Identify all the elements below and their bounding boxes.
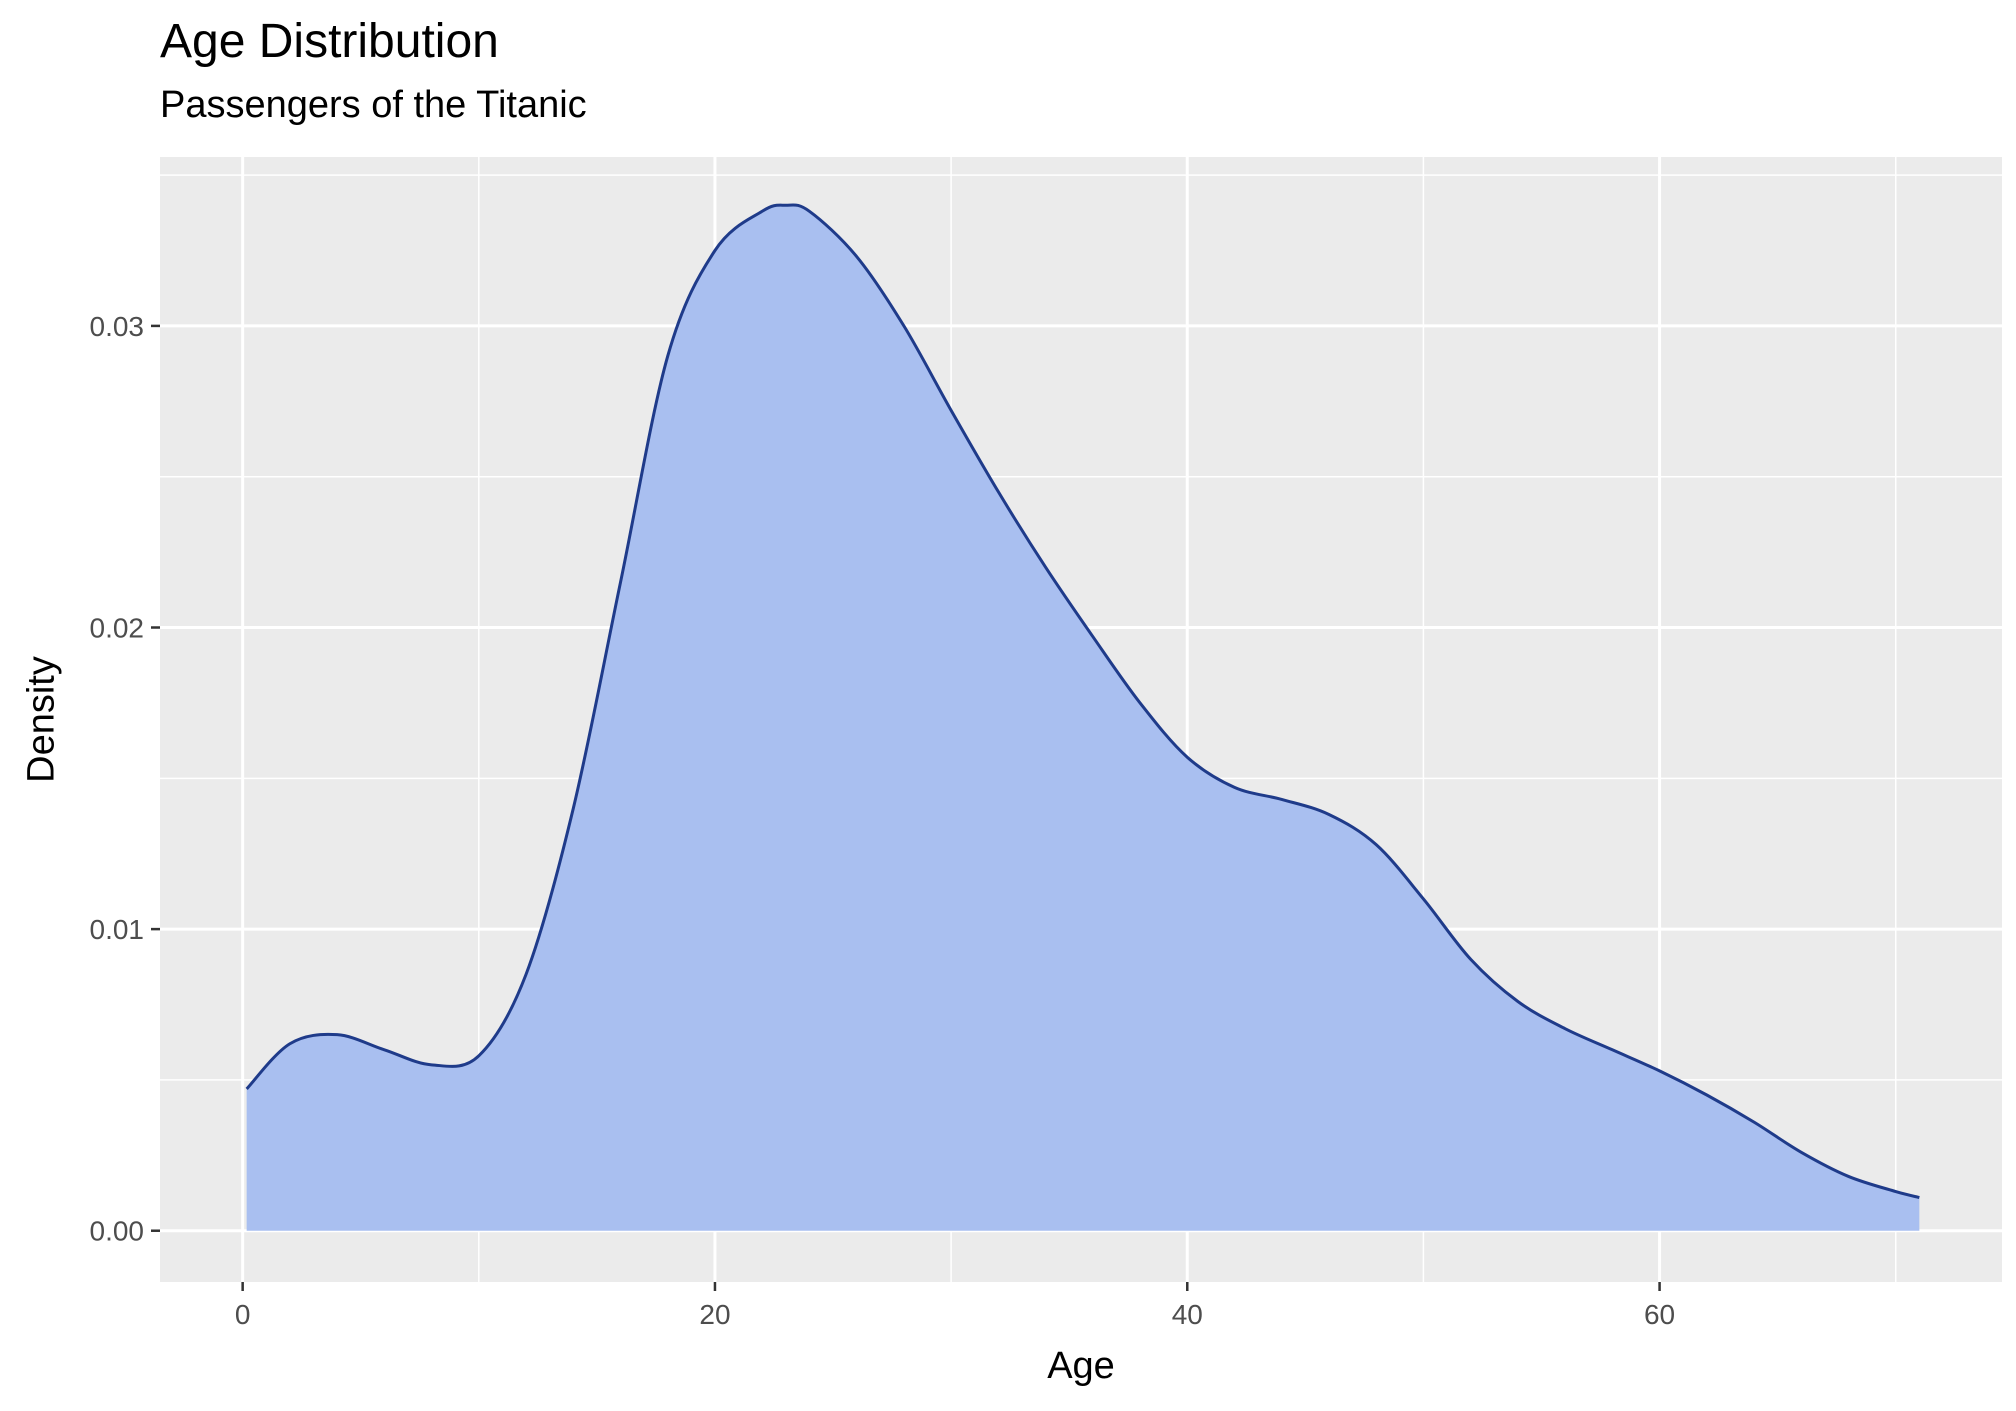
x-axis-title: Age	[1047, 1345, 1115, 1387]
x-tick-label: 60	[1644, 1299, 1675, 1330]
x-tick-labels: 0 20 40 60	[235, 1299, 1675, 1330]
y-tick-labels: 0.00 0.01 0.02 0.03	[90, 311, 145, 1247]
y-tick-label: 0.03	[90, 311, 145, 342]
x-tick-label: 20	[699, 1299, 730, 1330]
axis-ticks	[151, 324, 1661, 1291]
y-tick-label: 0.02	[90, 613, 145, 644]
density-line	[245, 203, 1920, 1200]
chart-subtitle: Passengers of the Titanic	[160, 84, 587, 126]
y-axis-title: Density	[20, 656, 62, 783]
y-tick-label: 0.01	[90, 914, 145, 945]
density-area	[246, 204, 1920, 1231]
chart-title: Age Distribution	[160, 15, 499, 68]
x-tick-label: 40	[1172, 1299, 1203, 1330]
x-tick-label: 0	[235, 1299, 251, 1330]
y-tick-label: 0.00	[90, 1216, 145, 1247]
